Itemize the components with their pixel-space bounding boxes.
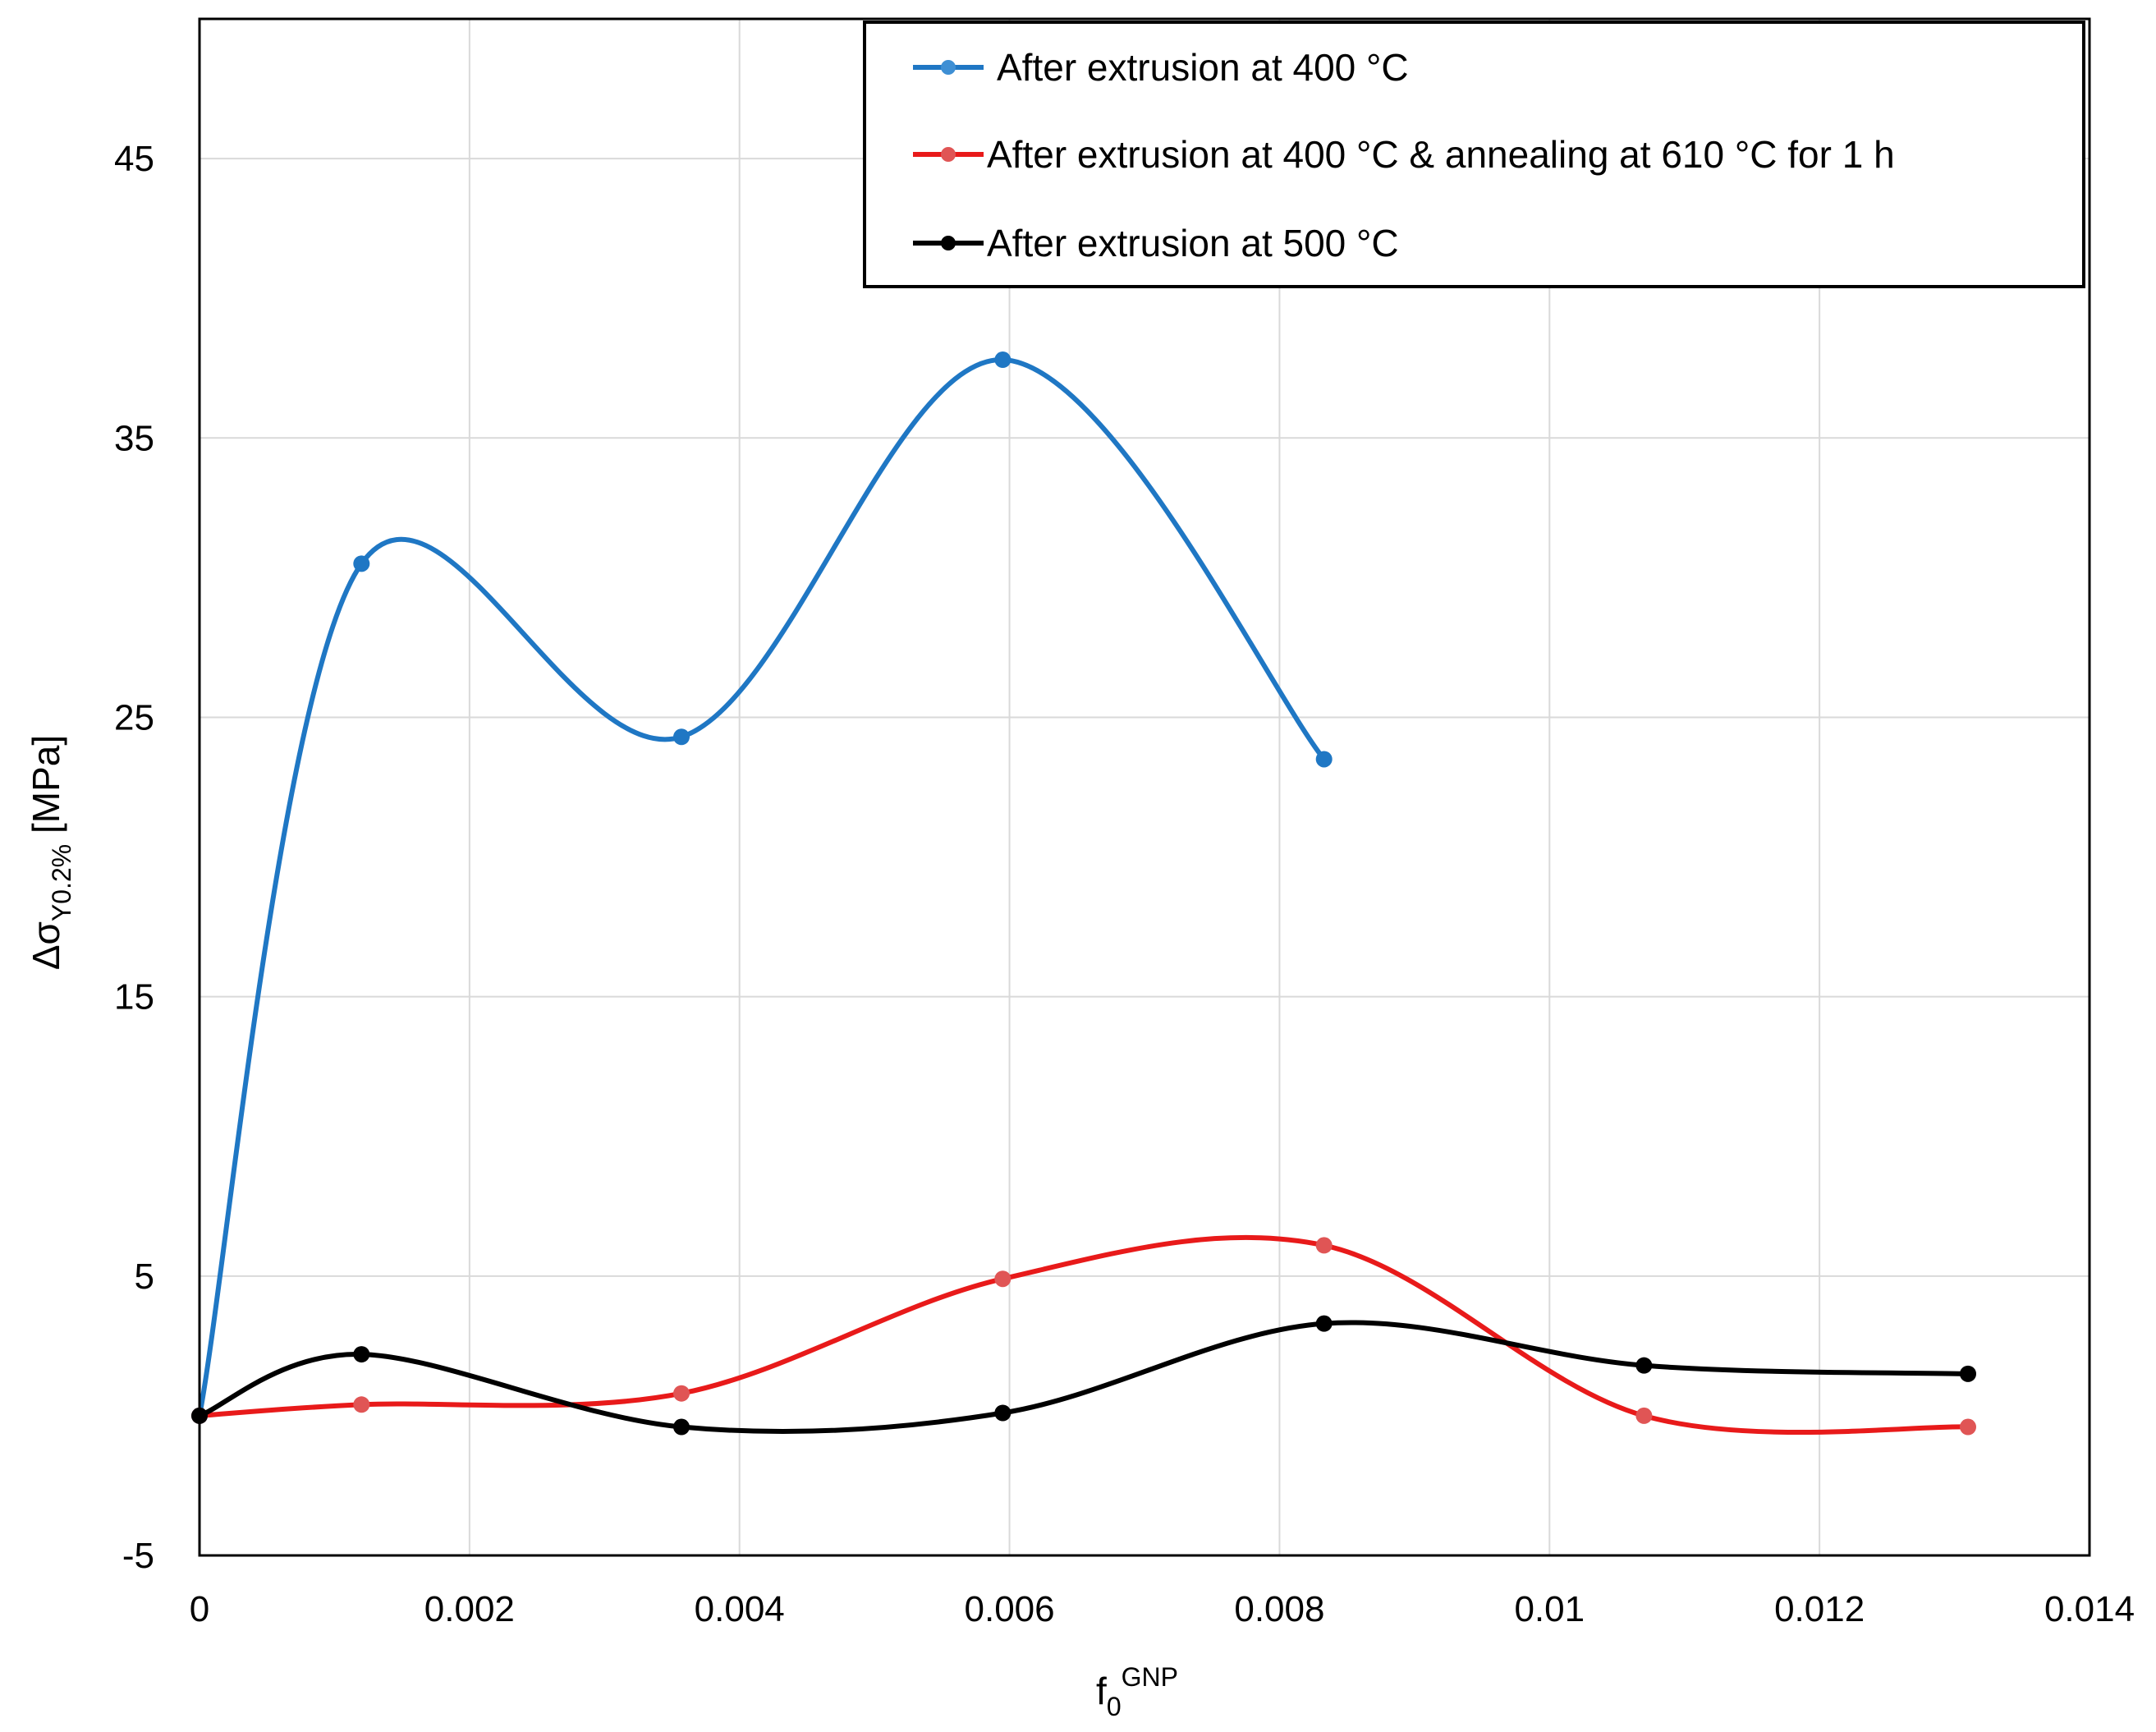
y-tick-label: 45 — [114, 139, 154, 179]
y-tick-label: 35 — [114, 418, 154, 458]
y-axis-title-unit: [MPa] — [25, 735, 67, 844]
legend-label-1: After extrusion at 400 °C — [997, 46, 1409, 89]
data-point-series-3 — [994, 1404, 1011, 1422]
data-point-series-3 — [1315, 1315, 1333, 1332]
legend-box — [863, 21, 2085, 288]
x-axis-title-main: f — [1096, 1670, 1107, 1712]
plot-frame — [198, 17, 2091, 1557]
x-tick-label: 0.006 — [965, 1589, 1055, 1629]
x-tick-label: 0.002 — [424, 1589, 515, 1629]
y-tick-label: 15 — [114, 977, 154, 1018]
legend-item-1: After extrusion at 400 °C — [913, 46, 1409, 89]
x-axis-title-sup: GNP — [1122, 1662, 1178, 1692]
series-line-3 — [197, 1320, 1971, 1435]
y-tick-label: 25 — [114, 697, 154, 737]
x-tick-label: 0.014 — [2044, 1589, 2135, 1629]
data-point-series-3 — [353, 1346, 370, 1363]
data-point-series-2 — [353, 1396, 370, 1413]
x-tick-label: 0.008 — [1234, 1589, 1324, 1629]
series-layer — [191, 351, 1977, 1436]
data-point-series-3 — [1960, 1365, 1977, 1382]
series-line-2 — [197, 1234, 1971, 1436]
legend-marker-2 — [941, 147, 956, 162]
legend-label-3: After extrusion at 500 °C — [987, 222, 1399, 264]
legend-label-2: After extrusion at 400 °C & annealing at… — [987, 133, 1895, 176]
x-tick-label: 0.01 — [1514, 1589, 1585, 1629]
legend-marker-1 — [941, 60, 956, 75]
y-axis-title-main: Δσ — [25, 921, 67, 970]
data-point-series-1 — [673, 728, 690, 746]
data-point-series-2 — [1635, 1407, 1653, 1424]
legend-item-3: After extrusion at 500 °C — [913, 222, 1399, 264]
x-axis-title-sub: 0 — [1107, 1692, 1122, 1721]
legend-marker-3 — [941, 236, 956, 250]
data-point-series-2 — [994, 1270, 1011, 1288]
x-tick-label: 0 — [190, 1589, 209, 1629]
x-axis-title: f0GNP — [1096, 1662, 1178, 1721]
data-point-series-3 — [673, 1418, 690, 1436]
data-point-series-2 — [1960, 1418, 1977, 1436]
y-axis-ticks: -5 5 15 25 35 45 — [114, 139, 154, 1576]
data-point-series-1 — [353, 555, 370, 572]
series-line-1 — [197, 357, 1327, 1418]
x-axis-ticks: 0 0.002 0.004 0.006 0.008 0.01 0.012 0.014 — [190, 1589, 2135, 1629]
data-point-series-2 — [673, 1385, 690, 1402]
data-point-series-1 — [994, 351, 1011, 369]
y-tick-label: 5 — [135, 1257, 154, 1297]
x-tick-label: 0.004 — [695, 1589, 785, 1629]
y-tick-label: -5 — [122, 1536, 154, 1576]
y-axis-title-sub: Y0.2% — [47, 844, 76, 921]
legend: After extrusion at 400 °C After extrusio… — [863, 21, 2085, 288]
x-tick-label: 0.012 — [1774, 1589, 1865, 1629]
y-axis-title: ΔσY0.2% [MPa] — [25, 735, 76, 970]
data-point-series-2 — [1315, 1237, 1333, 1254]
data-point-series-3 — [1635, 1357, 1653, 1374]
data-point-series-1 — [1315, 751, 1333, 768]
legend-item-2: After extrusion at 400 °C & annealing at… — [913, 133, 1895, 176]
